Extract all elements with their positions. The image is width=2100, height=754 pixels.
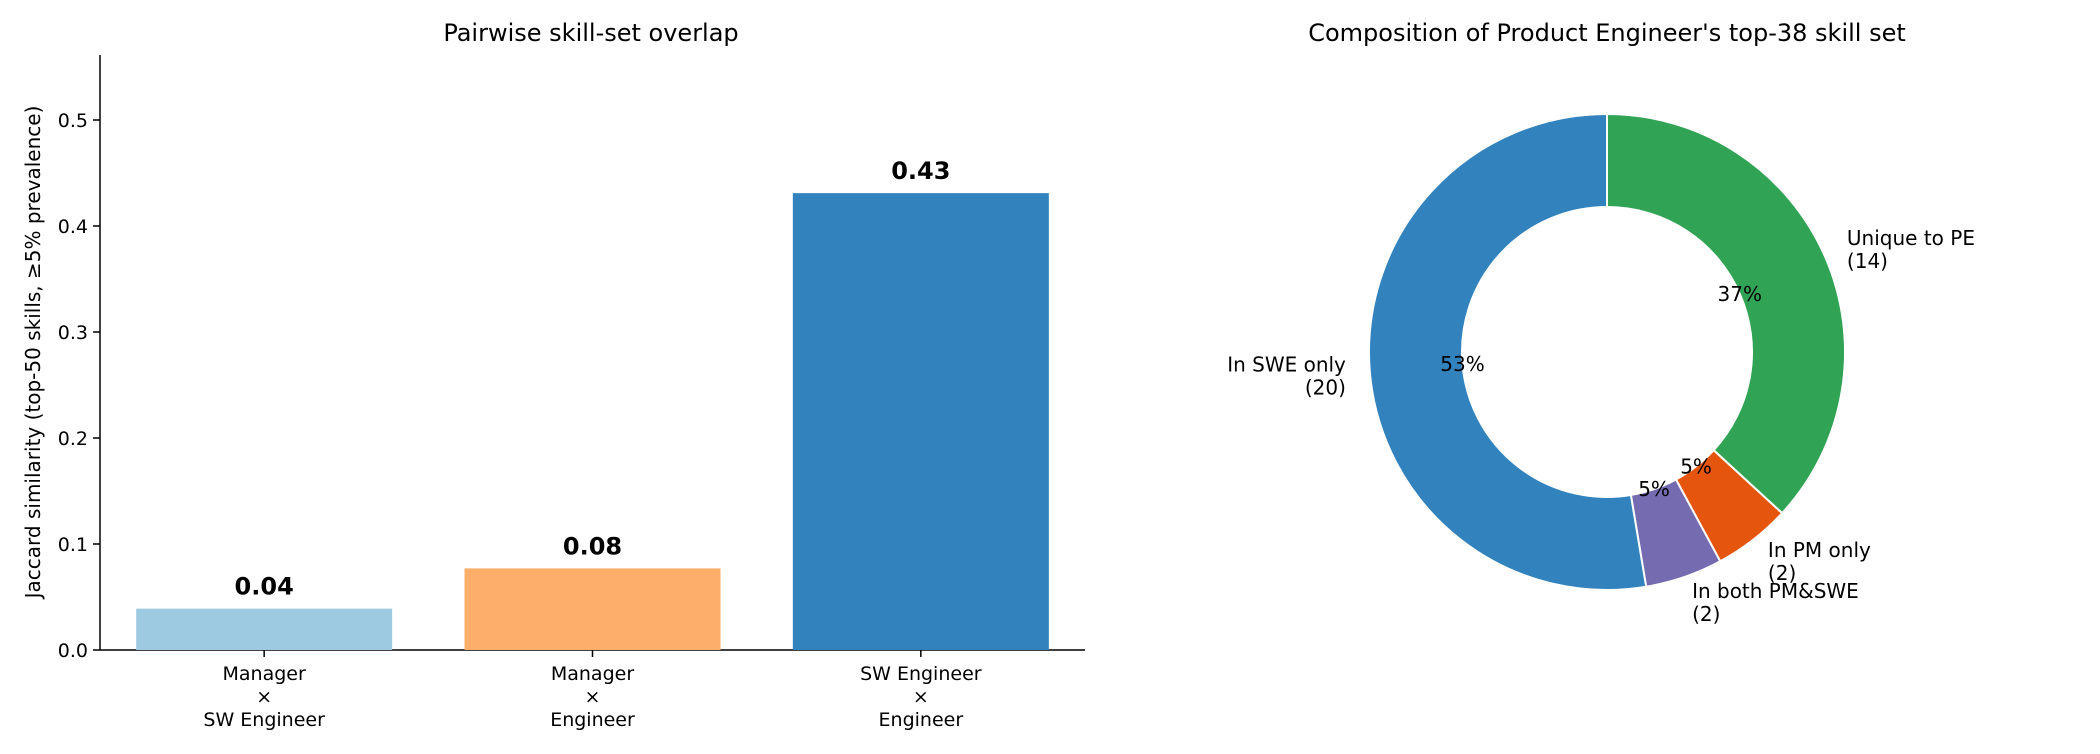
bar-chart-x-ticks: Manager × SW Engineer Manager × Engineer SW En…	[203, 650, 982, 731]
donut-slice-label: Unique to PE (14)	[1847, 226, 1975, 273]
x-tick-label: Manager × Engineer	[550, 663, 635, 731]
bar-chart: Pairwise skill-set overlap Jaccard simil…	[21, 19, 1085, 731]
bar-chart-y-axis-label: Jaccard similarity (top-50 skills, ≥5% p…	[21, 106, 45, 601]
bar-value-label: 0.08	[563, 532, 622, 560]
y-tick-label: 0.2	[58, 428, 88, 450]
y-tick-label: 0.3	[58, 322, 88, 344]
bar	[464, 568, 721, 650]
donut-slice	[1606, 112, 1846, 515]
y-tick-label: 0.1	[58, 534, 88, 556]
y-tick-label: 0.4	[58, 216, 88, 238]
y-tick-label: 0.5	[58, 110, 88, 132]
donut-slice-label: In PM only (2)	[1768, 538, 1871, 585]
donut-slice-percent: 5%	[1680, 454, 1712, 478]
x-tick-label: SW Engineer × Engineer	[860, 663, 982, 731]
x-tick-label: Manager × SW Engineer	[203, 663, 325, 731]
donut-slice-percent: 37%	[1718, 282, 1762, 306]
donut-chart-labels: 37% Unique to PE (14) 5% In PM only (2) 5% In b…	[1227, 226, 1975, 626]
donut-slice-label: In SWE only (20)	[1227, 353, 1346, 400]
donut-chart-slices	[1368, 112, 1846, 591]
bar	[792, 193, 1049, 650]
bar-value-label: 0.43	[891, 157, 950, 185]
donut-slice-percent: 53%	[1440, 352, 1484, 376]
bar-chart-bars: 0.04 0.08 0.43	[136, 157, 1049, 650]
donut-slice-percent: 5%	[1638, 477, 1670, 501]
bar-chart-title: Pairwise skill-set overlap	[443, 19, 738, 47]
donut-chart: Composition of Product Engineer's top-38…	[1227, 19, 1975, 626]
donut-slice-label: In both PM&SWE (2)	[1692, 579, 1859, 626]
donut-slice	[1368, 112, 1648, 591]
y-tick-label: 0.0	[58, 640, 88, 662]
bar	[136, 608, 393, 650]
bar-value-label: 0.04	[235, 573, 294, 601]
bar-chart-y-ticks: 0.0 0.1 0.2 0.3 0.4 0.5	[58, 110, 100, 662]
donut-chart-title: Composition of Product Engineer's top-38…	[1308, 19, 1906, 47]
